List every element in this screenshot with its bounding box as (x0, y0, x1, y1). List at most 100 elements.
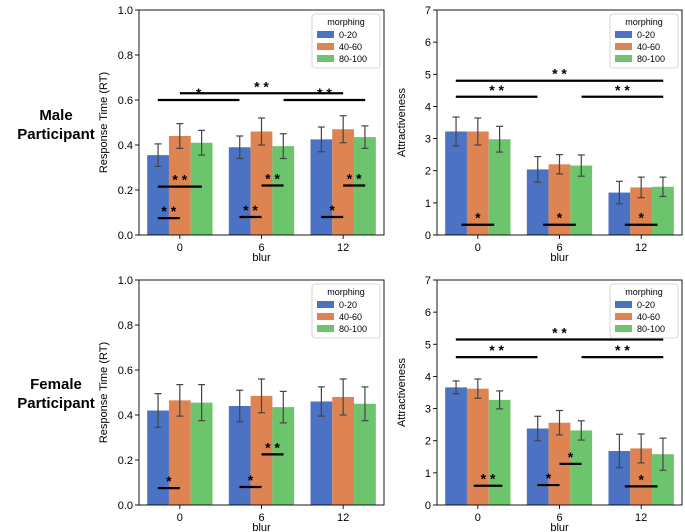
legend-swatch (317, 43, 334, 50)
x-axis-label: blur (252, 252, 271, 264)
x-tick-label: 0 (475, 242, 481, 254)
x-axis-label: blur (550, 522, 569, 532)
bar (250, 395, 273, 505)
bar (228, 406, 251, 505)
y-tick-label: 4 (425, 371, 431, 383)
legend-label: 0-20 (637, 300, 655, 310)
legend-label: 80-100 (637, 54, 665, 64)
legend-label: 40-60 (637, 42, 660, 52)
y-tick-label: 0.4 (118, 410, 133, 422)
legend-label: 40-60 (339, 42, 362, 52)
x-tick-label: 0 (475, 512, 481, 524)
y-axis-label: Response Time (RT) (98, 72, 110, 173)
row-label-male-line2: Participant (17, 126, 95, 143)
legend-box (609, 283, 679, 339)
y-tick-label: 3 (425, 134, 431, 146)
y-tick-label: 1.0 (118, 5, 133, 17)
y-tick-label: 2 (425, 436, 431, 448)
x-tick-label: 12 (635, 512, 647, 524)
bar (548, 164, 571, 235)
significance-stars: * (329, 202, 335, 218)
legend-swatch (615, 313, 632, 320)
y-tick-label: 0.6 (118, 95, 133, 107)
y-axis-label: Attractiveness (396, 357, 408, 427)
bar (190, 142, 213, 235)
bar (310, 401, 333, 505)
chart-panel-3: 0.0 0.2 0.4 0.6 0.8 1.0 0 6 12 blur Response Time … (98, 275, 385, 532)
legend-label: 40-60 (339, 312, 362, 322)
y-tick-label: 6 (425, 37, 431, 49)
legend-label: 80-100 (339, 324, 367, 334)
significance-stars: * * (243, 202, 258, 218)
legend-swatch (317, 325, 334, 332)
y-tick-label: 1 (425, 468, 431, 480)
y-tick-label: 2 (425, 166, 431, 178)
legend-swatch (317, 313, 334, 320)
bar (168, 400, 191, 505)
y-tick-label: 4 (425, 101, 431, 113)
legend-label: 0-20 (339, 300, 357, 310)
legend-label: 0-20 (637, 30, 655, 40)
x-axis-label: blur (550, 252, 569, 264)
legend-label: 0-20 (339, 30, 357, 40)
significance-stars: * * (615, 342, 630, 358)
significance-stars: * * (317, 85, 332, 101)
significance-stars: * * (552, 66, 567, 82)
significance-stars: * * (161, 203, 176, 219)
y-tick-label: 7 (425, 5, 431, 17)
bar (466, 131, 489, 235)
bar (630, 187, 653, 235)
y-tick-label: 0.4 (118, 140, 133, 152)
y-tick-label: 1.0 (118, 275, 133, 287)
legend-label: 80-100 (339, 54, 367, 64)
x-tick-label: 6 (556, 242, 562, 254)
significance-stars: * (196, 85, 202, 101)
legend-swatch (317, 301, 334, 308)
significance-stars: * * (489, 82, 504, 98)
y-tick-label: 0.0 (118, 500, 133, 512)
significance-stars: * (546, 470, 552, 486)
y-tick-label: 0.6 (118, 365, 133, 377)
bar (190, 402, 213, 505)
bar (445, 387, 467, 505)
significance-stars: * (638, 210, 644, 226)
y-tick-label: 7 (425, 275, 431, 287)
bar (354, 403, 376, 505)
x-axis-label: blur (252, 522, 271, 532)
bar (526, 169, 549, 235)
bar (445, 131, 467, 235)
y-axis-label: Response Time (RT) (98, 342, 110, 443)
bar (652, 454, 674, 505)
significance-stars: * (248, 472, 254, 488)
x-tick-label: 0 (177, 242, 183, 254)
significance-stars: * (475, 210, 481, 226)
legend-label: 80-100 (637, 324, 665, 334)
y-tick-label: 0 (425, 230, 431, 242)
x-tick-label: 6 (258, 512, 264, 524)
legend-title: morphing (327, 287, 365, 297)
x-tick-label: 12 (337, 512, 349, 524)
y-tick-label: 0 (425, 500, 431, 512)
significance-stars: * * (552, 324, 567, 340)
bar (332, 397, 355, 505)
bar (488, 139, 511, 235)
bar (250, 131, 273, 235)
legend-box (311, 283, 381, 339)
legend-swatch (615, 43, 632, 50)
significance-stars: * (638, 471, 644, 487)
significance-stars: * * (265, 171, 280, 187)
y-axis-label: Attractiveness (396, 87, 408, 157)
y-tick-label: 3 (425, 404, 431, 416)
chart-panel-1: 0.0 0.2 0.4 0.6 0.8 1.0 0 6 12 blur Response Time … (98, 5, 385, 264)
row-label-female-line1: Female (30, 376, 82, 393)
legend-swatch (615, 55, 632, 62)
significance-stars: * * (347, 171, 362, 187)
significance-stars: * * (615, 82, 630, 98)
significance-stars: * (557, 210, 563, 226)
bar (272, 407, 295, 505)
x-tick-label: 0 (177, 512, 183, 524)
legend-label: 40-60 (637, 312, 660, 322)
bar (630, 448, 653, 505)
